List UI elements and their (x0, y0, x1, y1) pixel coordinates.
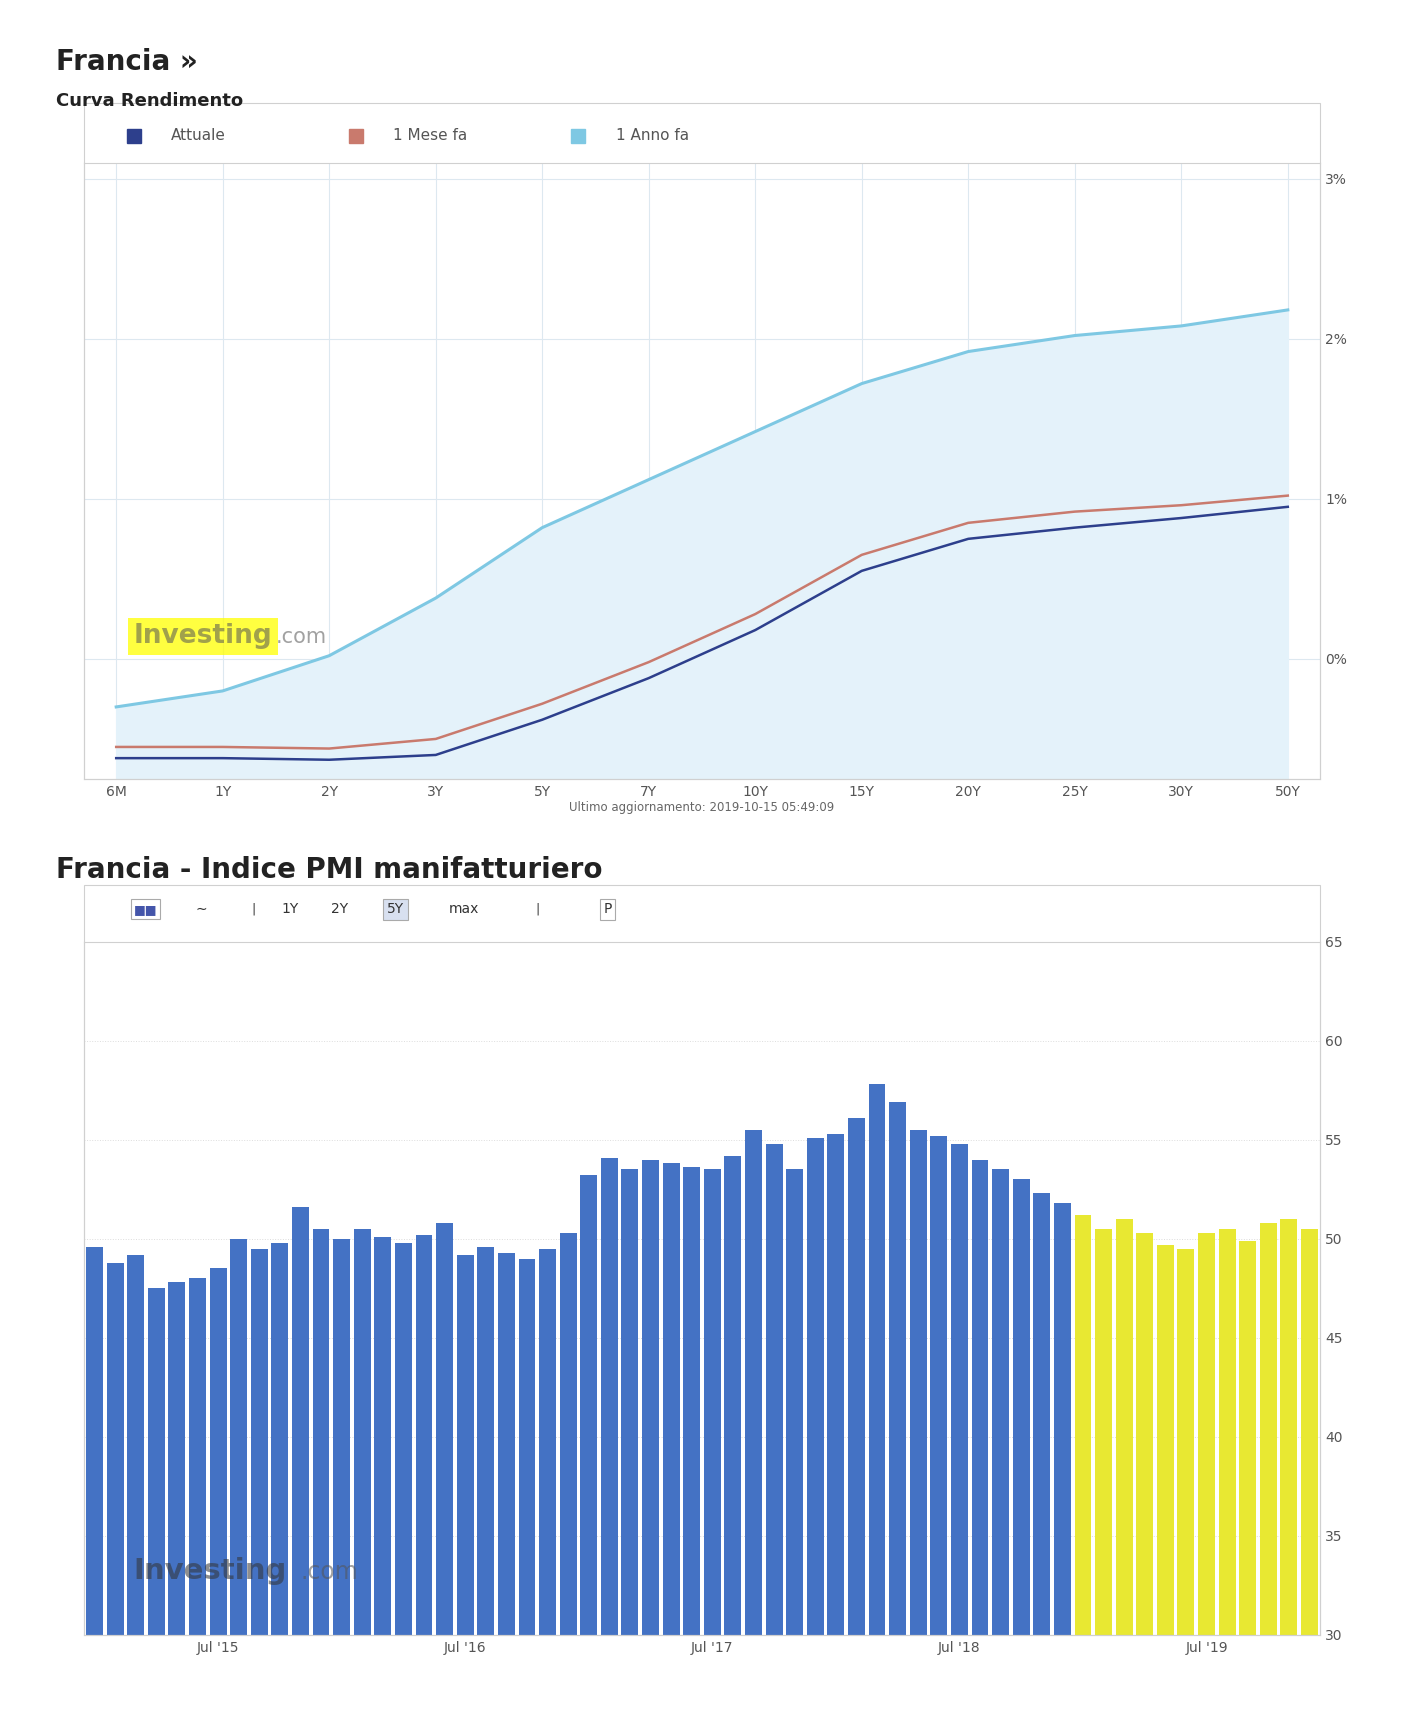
Bar (1012, 1180, 1029, 1712)
Bar (724, 1156, 741, 1712)
Bar (271, 1243, 288, 1712)
Bar (1033, 1193, 1050, 1712)
Bar (1219, 1229, 1236, 1712)
Bar (951, 1144, 967, 1712)
Bar (972, 1159, 988, 1712)
Bar (498, 1253, 515, 1712)
Bar (993, 1169, 1009, 1712)
Text: 5Y: 5Y (388, 902, 404, 916)
Text: 1 Mese fa: 1 Mese fa (393, 128, 468, 144)
Text: ∼: ∼ (195, 902, 206, 916)
Text: .com: .com (300, 1561, 358, 1585)
Bar (456, 1255, 473, 1712)
Text: Ultimo aggiornamento: 2019-10-15 05:49:09: Ultimo aggiornamento: 2019-10-15 05:49:0… (570, 801, 834, 815)
Bar (642, 1159, 658, 1712)
Text: ■■: ■■ (133, 902, 157, 916)
Bar (190, 1279, 206, 1712)
Bar (807, 1138, 824, 1712)
Bar (560, 1233, 577, 1712)
Bar (375, 1236, 392, 1712)
Bar (1280, 1219, 1297, 1712)
Bar (251, 1248, 268, 1712)
Bar (128, 1255, 145, 1712)
Text: Francia »: Francia » (56, 48, 198, 75)
Bar (477, 1246, 494, 1712)
Text: Francia - Indice PMI manifatturiero: Francia - Indice PMI manifatturiero (56, 856, 602, 883)
Bar (354, 1229, 371, 1712)
Text: Investing: Investing (133, 1558, 286, 1585)
Bar (416, 1234, 432, 1712)
Bar (1054, 1204, 1071, 1712)
Bar (580, 1176, 597, 1712)
Bar (765, 1144, 782, 1712)
Text: max: max (449, 902, 479, 916)
Bar (313, 1229, 330, 1712)
Bar (746, 1130, 762, 1712)
Bar (1302, 1229, 1318, 1712)
Bar (292, 1207, 309, 1712)
Bar (827, 1133, 844, 1712)
Text: Curva Rendimento: Curva Rendimento (56, 92, 243, 111)
Bar (86, 1246, 102, 1712)
Bar (168, 1282, 185, 1712)
Text: |: | (535, 902, 539, 916)
Text: 1 Anno fa: 1 Anno fa (615, 128, 688, 144)
Bar (601, 1157, 618, 1712)
Text: .com: .com (275, 627, 327, 647)
Bar (663, 1164, 680, 1712)
Bar (1198, 1233, 1214, 1712)
Text: 1Y: 1Y (282, 902, 299, 916)
Bar (1095, 1229, 1112, 1712)
Bar (209, 1269, 226, 1712)
Bar (1240, 1241, 1257, 1712)
Bar (1259, 1222, 1276, 1712)
Bar (107, 1262, 124, 1712)
Text: 2Y: 2Y (331, 902, 348, 916)
Bar (889, 1103, 906, 1712)
Bar (910, 1130, 927, 1712)
Bar (437, 1222, 453, 1712)
Bar (518, 1258, 535, 1712)
Bar (147, 1287, 164, 1712)
Bar (333, 1239, 350, 1712)
Bar (1074, 1216, 1091, 1712)
Text: |: | (251, 902, 256, 916)
Bar (703, 1169, 720, 1712)
Bar (622, 1169, 639, 1712)
Bar (786, 1169, 803, 1712)
Bar (1136, 1233, 1153, 1712)
Bar (539, 1248, 556, 1712)
Bar (1116, 1219, 1133, 1712)
Bar (869, 1084, 886, 1712)
Text: Investing: Investing (133, 623, 272, 649)
Bar (848, 1118, 865, 1712)
Bar (395, 1243, 411, 1712)
Text: Attuale: Attuale (171, 128, 226, 144)
Bar (230, 1239, 247, 1712)
Bar (1178, 1248, 1195, 1712)
Text: P: P (604, 902, 612, 916)
Bar (931, 1135, 948, 1712)
Bar (1157, 1245, 1174, 1712)
Bar (684, 1168, 701, 1712)
